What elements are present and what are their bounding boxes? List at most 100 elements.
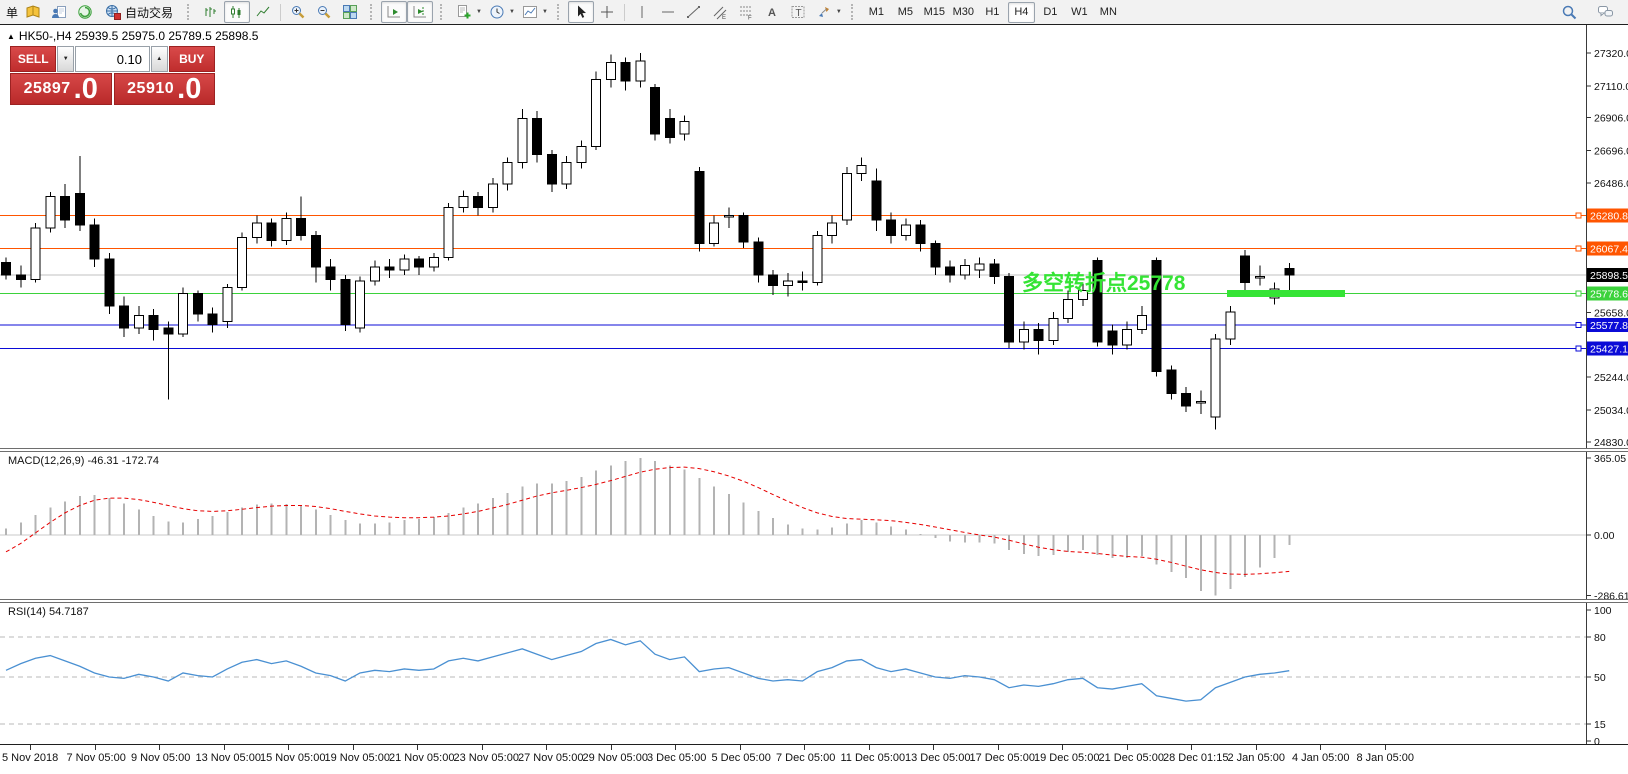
sell-price-display[interactable]: 25897 .0	[10, 73, 112, 105]
level-line-handle[interactable]	[1575, 212, 1582, 219]
volume-input[interactable]	[75, 46, 150, 72]
trendline-button[interactable]	[681, 1, 707, 23]
time-axis-tick	[1191, 745, 1192, 750]
fibonacci-button[interactable]: F	[733, 1, 759, 23]
arrows-dropdown-arrow[interactable]: ▼	[835, 9, 842, 15]
candle-body-down	[60, 196, 70, 221]
price-chart-canvas[interactable]: 多空转折点25778 27320.0 27110.0 26906.0 26696.0 26…	[0, 25, 1628, 448]
autotrading-button[interactable]: 自动交易	[98, 1, 180, 23]
rsi-pane[interactable]: 100 80 50 15 0	[0, 603, 1628, 745]
volume-increase-button[interactable]: ▲	[151, 46, 168, 72]
candle	[1018, 321, 1029, 350]
candlestick-chart-button[interactable]	[224, 1, 251, 23]
chart-shift-button[interactable]	[407, 1, 434, 23]
auto-scroll-button[interactable]	[381, 1, 408, 23]
cursor-button[interactable]	[567, 1, 594, 23]
trade-panel-price-row: 25897 .0 25910 .0	[10, 73, 215, 105]
timeframe-button-h1[interactable]: H1	[985, 6, 1000, 18]
level-line-handle[interactable]	[1575, 322, 1582, 329]
level-line-handle[interactable]	[1575, 345, 1582, 352]
text-button[interactable]: A	[759, 1, 785, 23]
volume-decrease-button[interactable]: ▼	[57, 46, 74, 72]
order-text[interactable]: 单	[6, 5, 19, 20]
collapse-indicators-arrow[interactable]: ▲	[7, 32, 15, 41]
time-axis: 5 Nov 2018 7 Nov 05:00 9 Nov 05:00 13 Nov 0…	[0, 745, 1628, 774]
candle-body-down	[266, 222, 277, 241]
tile-windows-button[interactable]	[337, 1, 363, 23]
highlight-trend-segment[interactable]	[1227, 290, 1345, 298]
timeframe-button-m15[interactable]: M15	[923, 6, 946, 18]
timeframe-button-m30[interactable]: M30	[952, 6, 975, 18]
chart-annotation-text[interactable]: 多空转折点25778	[1022, 271, 1186, 295]
candle-body-up	[605, 61, 616, 81]
equidistant-channel-button[interactable]: E	[707, 1, 733, 23]
candle	[827, 215, 837, 244]
candle	[1166, 365, 1177, 400]
candle-body-down	[104, 258, 115, 307]
candle-body-up	[443, 207, 454, 259]
price-badge: 25427.1	[1587, 341, 1628, 356]
timeframe-button-d1[interactable]: D1	[1043, 6, 1058, 18]
price-badge: 25778.6	[1587, 286, 1628, 301]
timeframe-button-mn[interactable]: MN	[1099, 6, 1117, 18]
candle	[1136, 305, 1147, 335]
fibonacci-icon: F	[739, 6, 752, 20]
indicators-dropdown-arrow[interactable]: ▼	[476, 9, 482, 15]
line-chart-button[interactable]	[250, 1, 276, 23]
bar-chart-button[interactable]	[198, 1, 224, 23]
candle	[650, 84, 660, 141]
timeframe-toolbar: M1 M5 M15 M30 H1 H4 D1 W1 MN	[862, 1, 1123, 23]
price-badge-label: 25898.5	[1590, 270, 1628, 282]
metaeditor-icon-button[interactable]	[46, 1, 72, 23]
bar-chart-icon	[205, 7, 217, 17]
candle-body-down	[384, 266, 395, 271]
time-axis-tick	[1384, 745, 1386, 750]
buy-button[interactable]: BUY	[168, 46, 215, 72]
mql5-community-icon-button[interactable]	[72, 1, 98, 23]
sell-button[interactable]: SELL	[10, 46, 57, 72]
candle	[1210, 334, 1221, 430]
candle-body-down	[694, 171, 705, 245]
time-axis-tick	[481, 745, 483, 750]
zoom-in-icon	[292, 6, 305, 19]
candle	[620, 57, 631, 91]
macd-pane[interactable]: 365.05 0.00 -286.61	[0, 452, 1628, 599]
templates-dropdown-arrow[interactable]: ▼	[541, 9, 548, 15]
indicators-button[interactable]	[451, 1, 477, 23]
toolbar-grip[interactable]	[556, 4, 563, 20]
text-label-button[interactable]: T	[785, 1, 811, 23]
price-badge-bg	[1587, 241, 1628, 256]
toolbar-grip[interactable]	[370, 4, 376, 20]
level-line-handle[interactable]	[1575, 245, 1582, 252]
buy-price-display[interactable]: 25910 .0	[113, 73, 215, 105]
candle-body-up	[782, 280, 793, 287]
periods-dropdown-arrow[interactable]: ▼	[508, 9, 515, 15]
buy-price-main: 25910	[127, 80, 175, 97]
pane-splitter[interactable]	[0, 448, 1628, 452]
toolbar-grip[interactable]	[187, 4, 193, 20]
candle-body-down	[148, 314, 159, 330]
pane-splitter[interactable]	[0, 599, 1628, 603]
zoom-out-button[interactable]	[311, 1, 337, 23]
search-button[interactable]	[1556, 1, 1582, 23]
candle-body-down	[797, 280, 808, 284]
toolbar-grip[interactable]	[850, 4, 857, 20]
chat-button[interactable]	[1592, 1, 1618, 23]
vertical-line-button[interactable]	[629, 1, 655, 23]
chart-title-text: HK50-,H4 25939.5 25975.0 25789.5 25898.5	[18, 29, 259, 43]
periods-button[interactable]	[484, 1, 510, 23]
toolbar-grip[interactable]	[440, 4, 446, 20]
templates-button[interactable]	[517, 1, 543, 23]
timeframe-button-h4[interactable]: H4	[1007, 1, 1035, 23]
zoom-in-button[interactable]	[285, 1, 311, 23]
candle-body-down	[1092, 260, 1103, 343]
crosshair-button[interactable]	[594, 1, 620, 23]
new-order-icon-button[interactable]	[20, 1, 46, 23]
arrows-button[interactable]	[811, 1, 837, 23]
timeframe-button-m5[interactable]: M5	[897, 6, 913, 18]
horizontal-line-button[interactable]	[655, 1, 681, 23]
timeframe-button-m1[interactable]: M1	[868, 6, 884, 18]
timeframe-button-w1[interactable]: W1	[1071, 6, 1088, 18]
level-line-handle[interactable]	[1575, 290, 1582, 297]
candle-body-down	[886, 219, 896, 237]
